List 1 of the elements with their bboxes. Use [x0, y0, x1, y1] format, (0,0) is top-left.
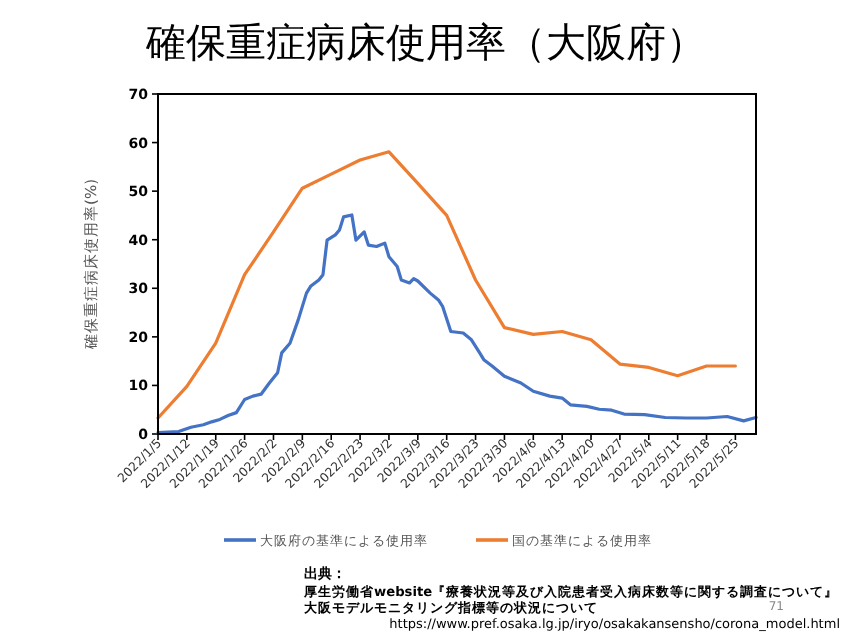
- chart-title: 確保重症病床使用率（大阪府）: [144, 18, 706, 66]
